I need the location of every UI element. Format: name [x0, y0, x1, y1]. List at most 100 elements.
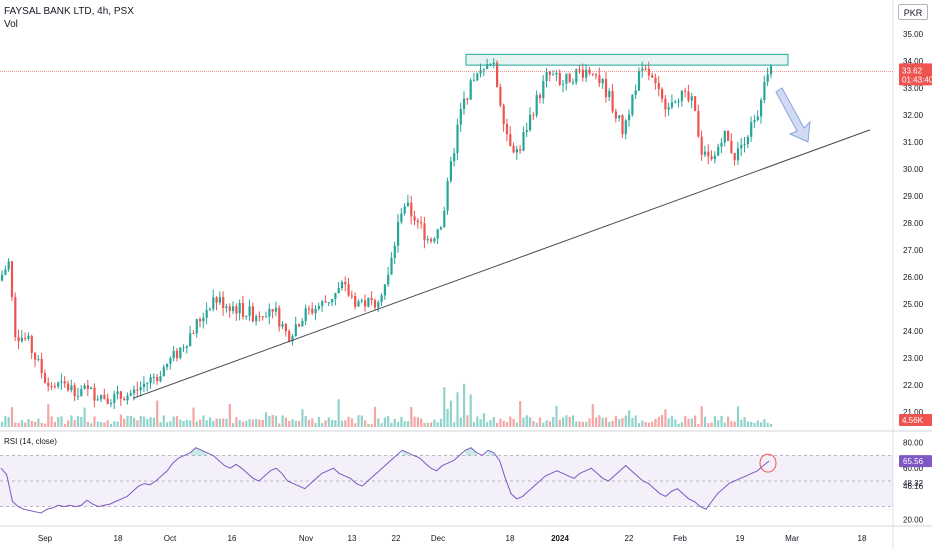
volume-bar: [525, 415, 528, 427]
volume-bar: [687, 418, 690, 427]
volume-bar: [113, 420, 116, 427]
candle-body: [251, 306, 254, 322]
price-tick-14: 35.00: [903, 30, 924, 39]
volume-bar: [608, 421, 611, 427]
volume-bar: [142, 416, 146, 427]
volume-bar: [443, 387, 446, 427]
volume-bar: [232, 423, 235, 427]
volume-bar: [393, 418, 396, 427]
candle-body: [532, 114, 535, 116]
down-arrow-annotation: [775, 87, 811, 143]
candle-body: [126, 395, 129, 401]
candle-body: [433, 238, 436, 242]
volume-bar: [489, 420, 492, 427]
volume-bar: [340, 420, 344, 427]
candle-body: [756, 116, 759, 121]
candle-body: [512, 145, 515, 153]
volume-bar: [486, 422, 489, 427]
price-tick-10: 31.00: [903, 138, 924, 147]
candle-body: [700, 136, 703, 155]
candle-body: [730, 140, 733, 153]
volume-bar: [697, 423, 700, 427]
time-tick-3: 16: [228, 534, 237, 543]
price-tick-13: 34.00: [903, 57, 924, 66]
volume-bar: [670, 415, 674, 427]
candle-body: [436, 229, 439, 239]
candle-body: [571, 82, 575, 84]
candle-body: [661, 89, 664, 99]
candle-body: [152, 376, 155, 378]
volume-bar: [746, 421, 749, 427]
volume-bar: [301, 409, 304, 427]
volume-bar: [397, 421, 400, 427]
volume-bars: [1, 383, 773, 427]
candle-body: [43, 373, 47, 383]
candle-body: [24, 337, 27, 339]
rsi-mid-label: 48.32: [903, 479, 924, 488]
volume-bar: [225, 418, 228, 427]
candle-body: [248, 306, 251, 316]
volume-bar: [390, 422, 393, 427]
candle-body: [637, 70, 641, 91]
price-tick-7: 28.00: [903, 219, 924, 228]
volume-bar: [598, 415, 601, 427]
time-tick-0: Sep: [38, 534, 53, 543]
rsi-tick-1: 60.00: [903, 464, 924, 473]
candle-body: [80, 389, 83, 396]
time-tick-12: 19: [736, 534, 745, 543]
candle-body: [727, 130, 730, 141]
volume-bar: [192, 407, 195, 427]
volume-bar: [383, 417, 386, 427]
volume-bar: [367, 423, 370, 427]
candle-body: [123, 398, 126, 401]
volume-bar: [581, 421, 584, 427]
rsi-tick-2: 46.16: [903, 482, 924, 491]
candle-body: [743, 143, 746, 146]
rsi-badge-value: 65.56: [903, 457, 924, 466]
volume-bar: [713, 415, 716, 427]
price-tick-11: 32.00: [903, 111, 924, 120]
volume-bar: [133, 417, 136, 427]
candle-body: [258, 316, 261, 318]
volume-label: Vol: [4, 19, 18, 30]
price-tick-1: 22.00: [903, 381, 924, 390]
candle-body: [562, 83, 565, 85]
volume-bar: [532, 420, 535, 427]
candle-body: [426, 239, 429, 241]
volume-bar: [637, 423, 641, 427]
candle-body: [14, 296, 17, 338]
candle-body: [172, 350, 175, 359]
candle-body: [456, 124, 459, 154]
currency-button[interactable]: PKR: [898, 4, 928, 20]
candle-body: [20, 337, 23, 342]
candle-body: [657, 83, 660, 90]
candle-body: [314, 308, 317, 314]
volume-bar: [63, 423, 66, 427]
candle-body: [146, 382, 149, 384]
volume-bar: [535, 422, 538, 427]
time-tick-1: 18: [114, 534, 123, 543]
volume-bar: [248, 419, 251, 427]
volume-bar: [17, 422, 20, 427]
time-tick-8: 18: [506, 534, 515, 543]
candle-body: [733, 152, 736, 161]
volume-bar: [30, 420, 33, 427]
candle-body: [463, 98, 466, 110]
candle-body: [119, 391, 122, 399]
volume-bar: [571, 415, 575, 427]
volume-bar: [766, 422, 769, 427]
candle-body: [202, 317, 205, 322]
candle-body: [486, 64, 489, 70]
volume-bar: [360, 415, 363, 427]
volume-bar: [215, 418, 218, 427]
candles: [1, 58, 773, 409]
candle-body: [109, 402, 113, 404]
candle-body: [93, 387, 96, 401]
volume-bar: [420, 418, 423, 427]
candle-body: [298, 324, 301, 327]
candle-body: [241, 303, 245, 317]
volume-bar: [515, 422, 518, 427]
volume-bar: [136, 420, 139, 427]
candle-body: [73, 385, 76, 397]
